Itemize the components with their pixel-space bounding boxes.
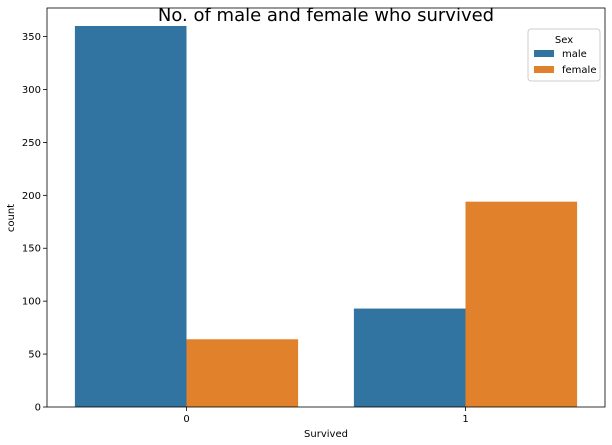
y-axis-label: count — [6, 204, 17, 232]
y-tick-label: 250 — [22, 138, 41, 149]
bars-group — [74, 25, 578, 408]
y-tick-label: 0 — [35, 403, 41, 414]
bar-female-1 — [465, 201, 578, 407]
y-tick-label: 200 — [22, 191, 41, 202]
bar-female-0 — [186, 339, 299, 407]
legend-label-male: male — [562, 49, 587, 60]
bar-male-1 — [353, 308, 466, 407]
plot-frame — [46, 7, 606, 408]
y-tick-label: 150 — [22, 244, 41, 255]
chart-title: No. of male and female who survived — [158, 5, 494, 26]
y-tick-label: 50 — [28, 350, 41, 361]
x-tick-label: 1 — [462, 414, 468, 425]
bar-male-0 — [74, 25, 187, 408]
legend: Sex male female — [527, 28, 601, 82]
legend-swatch-female — [534, 66, 554, 73]
y-axis-ticks: 0 50 100 150 200 250 300 350 — [22, 32, 47, 414]
legend-title: Sex — [555, 35, 573, 46]
y-tick-label: 100 — [22, 297, 41, 308]
x-tick-label: 0 — [183, 414, 189, 425]
legend-label-female: female — [562, 65, 596, 76]
y-tick-label: 300 — [22, 85, 41, 96]
y-tick-label: 350 — [22, 32, 41, 43]
x-axis-label: Survived — [304, 429, 348, 440]
legend-swatch-male — [534, 50, 554, 57]
